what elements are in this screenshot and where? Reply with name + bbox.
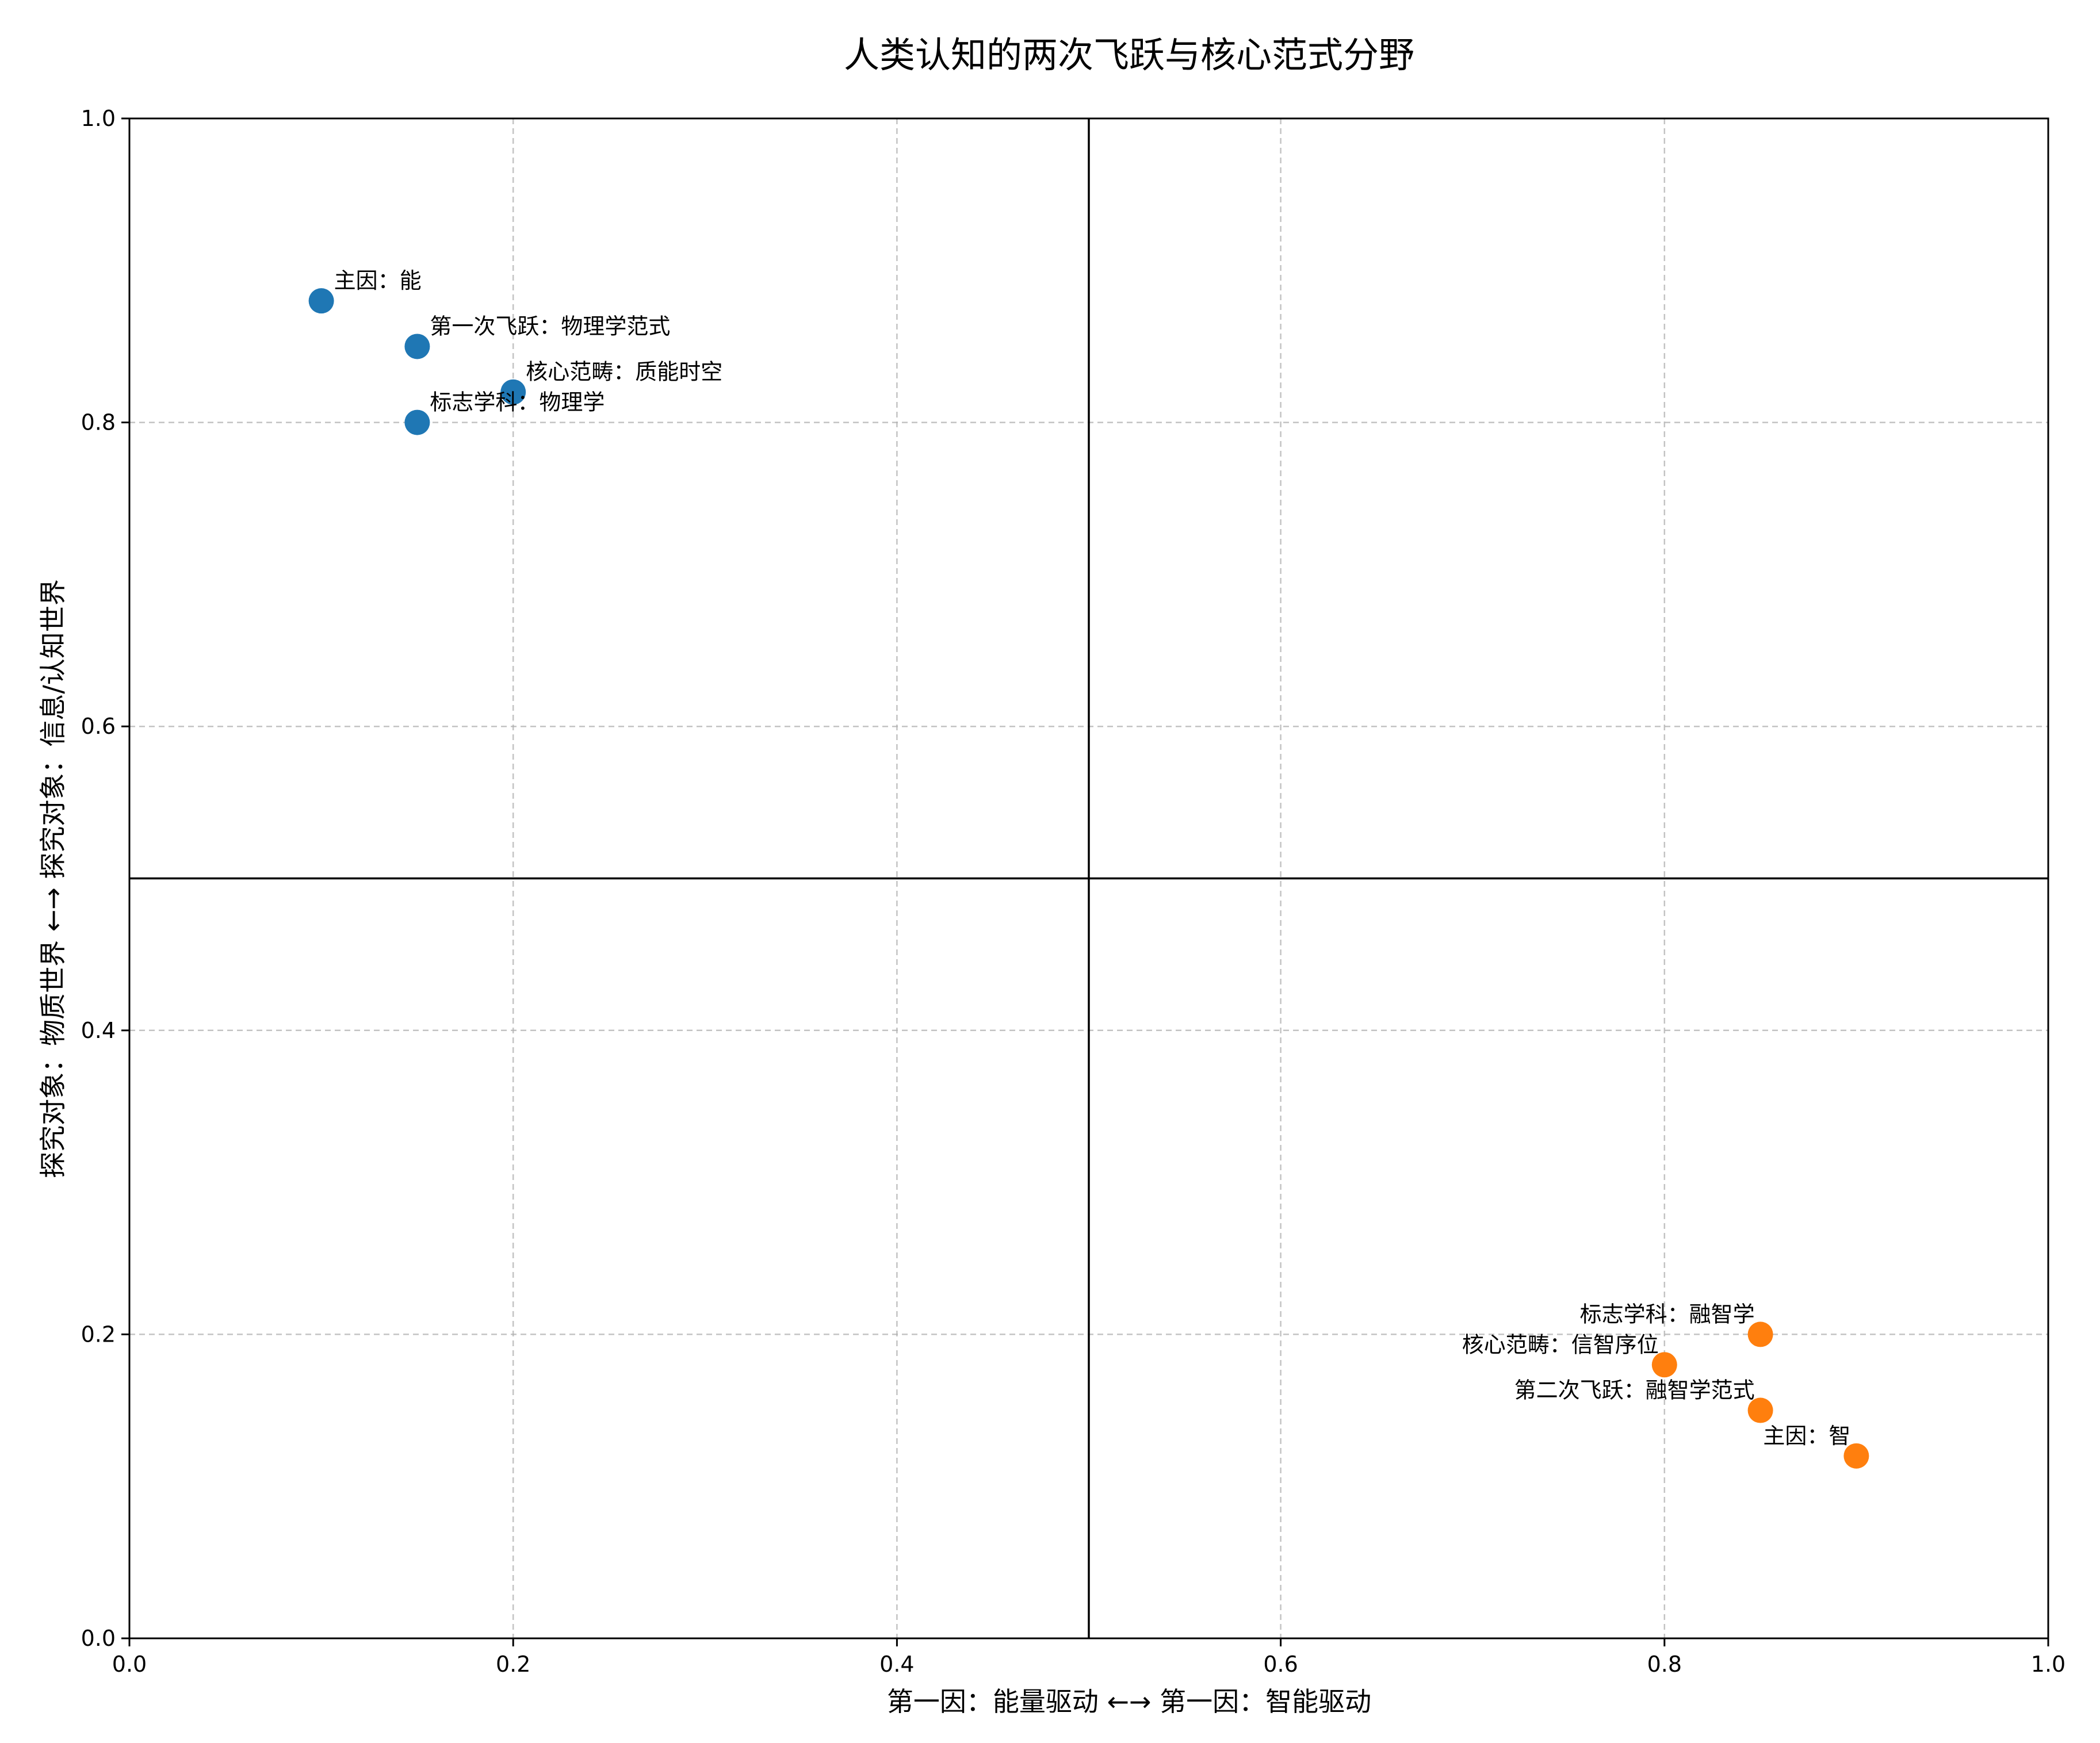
chart-title: 人类认知的两次飞跃与核心范式分野 xyxy=(844,34,1414,76)
x-axis-label: 第一因：能量驱动 ←→ 第一因：智能驱动 xyxy=(887,1686,1371,1717)
y-tick-label: 1.0 xyxy=(81,106,116,131)
x-tick-label: 0.6 xyxy=(1263,1652,1298,1677)
point-label: 主因：智 xyxy=(1763,1423,1850,1449)
x-tick-label: 0.2 xyxy=(496,1652,530,1677)
scatter-point xyxy=(1843,1443,1869,1469)
y-tick-label: 0.0 xyxy=(81,1626,116,1651)
y-tick-label: 0.4 xyxy=(81,1018,116,1043)
quadrant-dividers xyxy=(129,118,2048,1638)
scatter-point xyxy=(1747,1397,1773,1423)
axis-ticks: 0.0 0.2 0.4 0.6 0.8 1.0 0.0 0.2 0.4 0.6 0.8 1.0 xyxy=(81,106,2066,1677)
x-tick-label: 0.8 xyxy=(1647,1652,1682,1677)
data-points xyxy=(308,288,1869,1469)
scatter-point xyxy=(404,334,430,359)
y-tick-label: 0.2 xyxy=(81,1321,116,1347)
x-tick-label: 0.0 xyxy=(112,1652,147,1677)
point-label: 核心范畴：质能时空 xyxy=(526,359,722,385)
x-tick-label: 1.0 xyxy=(2031,1652,2065,1677)
y-axis-label: 探究对象：物质世界 ←→ 探究对象：信息/认知世界 xyxy=(37,579,68,1178)
scatter-point xyxy=(1747,1321,1773,1347)
scatter-point xyxy=(500,379,526,405)
x-tick-label: 0.4 xyxy=(879,1652,914,1677)
point-label: 标志学科：融智学 xyxy=(1580,1301,1755,1327)
y-tick-label: 0.6 xyxy=(81,714,116,739)
point-label: 标志学科：物理学 xyxy=(430,390,605,415)
y-tick-label: 0.8 xyxy=(81,410,116,435)
point-label: 核心范畴：信智序位 xyxy=(1462,1332,1659,1357)
point-labels: 主因：能第一次飞跃：物理学范式核心范畴：质能时空标志学科：物理学主因：智第二次飞… xyxy=(334,268,1851,1449)
plot-frame xyxy=(128,117,2049,1639)
scatter-point xyxy=(404,409,430,435)
point-label: 第二次飞跃：融智学范式 xyxy=(1514,1378,1755,1403)
scatter-point xyxy=(308,288,334,314)
point-label: 第一次飞跃：物理学范式 xyxy=(430,313,670,339)
point-label: 主因：能 xyxy=(334,268,422,293)
scatter-point xyxy=(1651,1352,1677,1378)
